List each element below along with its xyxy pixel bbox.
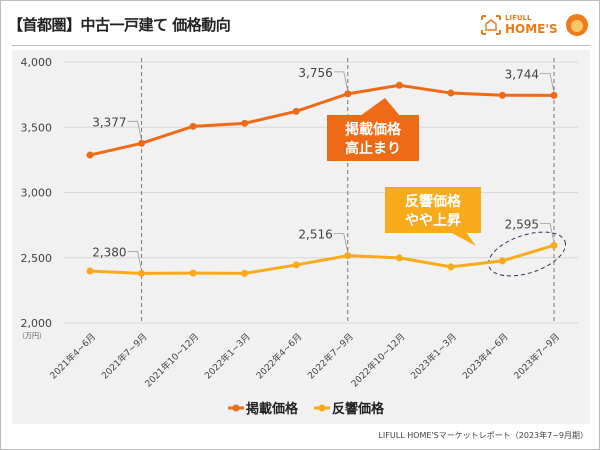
data-label-leader — [540, 222, 555, 243]
callout-text: 掲載価格 — [345, 121, 402, 138]
data-label: 2,516 — [298, 228, 332, 242]
data-label: 3,744 — [505, 67, 539, 81]
callout-text: 反響価格 — [405, 193, 462, 210]
data-point — [138, 139, 146, 147]
data-point — [189, 269, 197, 277]
data-label-leader — [333, 71, 349, 91]
data-point — [395, 254, 403, 262]
data-point — [86, 267, 94, 275]
highlight-ellipse — [488, 231, 566, 277]
callout-text: 高止まり — [345, 140, 401, 157]
data-label-leader — [127, 251, 142, 271]
data-point — [292, 261, 300, 269]
legend-label: 掲載価格 — [246, 401, 299, 417]
data-label-leader — [540, 73, 555, 93]
data-point — [550, 241, 558, 249]
data-point — [395, 81, 403, 89]
data-point — [138, 269, 146, 277]
data-point — [498, 257, 506, 265]
x-tick-label: 2021年4~6月 — [47, 331, 98, 382]
chart-panel — [12, 50, 590, 424]
lifull-homes-logo: LIFULL HOME'S — [478, 12, 588, 38]
data-point — [86, 151, 94, 159]
legend-label: 反響価格 — [332, 401, 385, 417]
data-point — [241, 119, 249, 127]
x-tick-label: 2022年7~9月 — [305, 331, 356, 382]
data-point — [241, 269, 249, 277]
data-label-leader — [333, 233, 349, 253]
y-tick-label: 3,000 — [21, 187, 53, 200]
data-point — [498, 91, 506, 99]
data-point — [447, 263, 455, 271]
data-label: 3,377 — [92, 115, 126, 129]
logo-text-bottom: HOME'S — [505, 22, 558, 36]
data-label-leader — [127, 120, 142, 141]
title-divider — [12, 45, 590, 46]
series-line-1 — [89, 243, 555, 275]
callout-text: やや上昇 — [405, 213, 461, 229]
data-label: 2,380 — [92, 245, 126, 259]
x-tick-label: 2021年7~9月 — [99, 331, 150, 382]
page-title: 【首都圏】中古一戸建て 価格動向 — [8, 16, 231, 34]
callout-box — [327, 115, 419, 161]
x-tick-label: 2023年7~9月 — [511, 331, 562, 382]
data-point — [550, 91, 558, 99]
x-tick-label: 2022年1~3月 — [202, 331, 253, 382]
data-point — [447, 89, 455, 97]
y-tick-label: 3,500 — [21, 121, 53, 134]
legend-marker — [232, 404, 240, 412]
house-icon — [481, 14, 588, 36]
x-tick-label: 2022年10~12月 — [349, 331, 408, 390]
data-label: 3,756 — [298, 66, 332, 80]
x-tick-label: 2023年1~3月 — [408, 331, 459, 382]
series-line-0 — [89, 83, 555, 157]
data-point — [189, 122, 197, 130]
logo-text-top: LIFULL — [505, 14, 532, 22]
x-tick-label: 2021年10~12月 — [142, 331, 201, 390]
data-point — [292, 107, 300, 115]
data-point — [344, 252, 352, 260]
data-label: 2,595 — [505, 217, 539, 231]
y-tick-label: 4,000 — [21, 56, 53, 69]
source-note: LIFULL HOME'Sマーケットレポート（2023年7~9月期） — [378, 431, 588, 440]
x-tick-label: 2022年4~6月 — [253, 331, 304, 382]
callout-box — [385, 187, 481, 233]
legend-marker — [318, 404, 326, 412]
x-tick-label: 2023年4~6月 — [460, 331, 511, 382]
y-tick-label: 2,500 — [21, 252, 53, 265]
y-tick-label: 2,000 — [21, 317, 53, 330]
data-point — [344, 90, 352, 98]
y-unit-label: （万円） — [18, 332, 46, 340]
callout-tail — [450, 232, 476, 246]
callout-tail — [360, 98, 400, 116]
